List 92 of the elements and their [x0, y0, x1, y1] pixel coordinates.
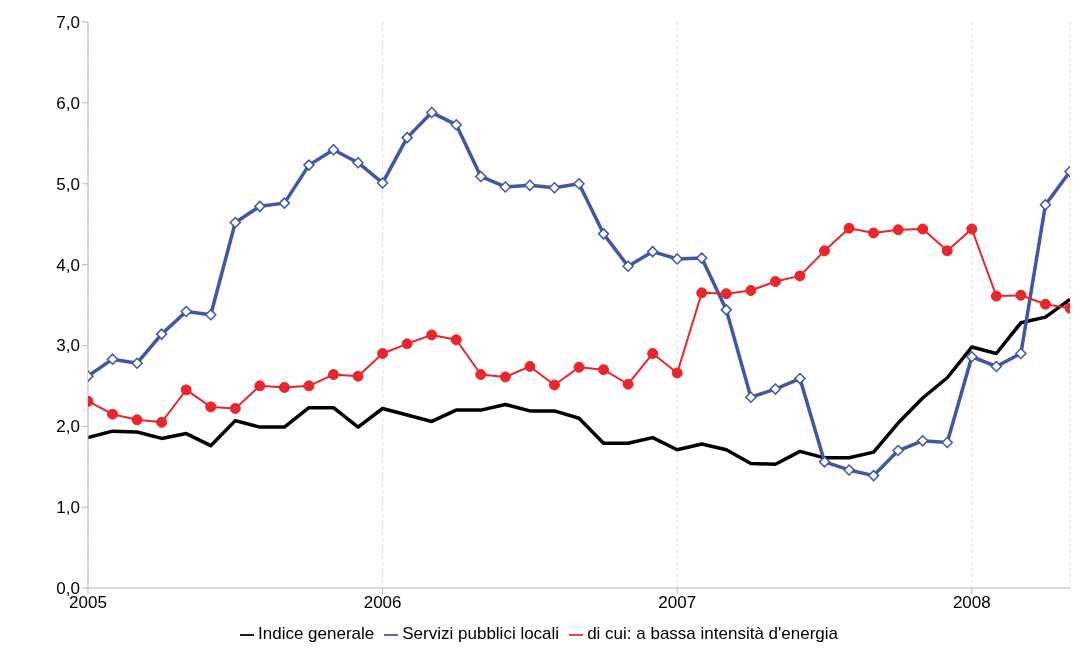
point	[892, 224, 904, 236]
point	[205, 401, 217, 413]
point	[843, 464, 855, 476]
point	[1015, 347, 1027, 360]
point	[646, 245, 659, 258]
point	[352, 156, 364, 169]
point	[180, 305, 192, 318]
point	[990, 290, 1002, 302]
point	[598, 364, 610, 376]
point	[1039, 298, 1051, 310]
point	[794, 270, 806, 282]
point	[401, 131, 413, 144]
point	[990, 360, 1003, 373]
y-tick-label: 4,0	[56, 255, 80, 275]
point	[328, 369, 339, 381]
point	[868, 227, 880, 239]
y-tick-label: 2,0	[56, 417, 80, 437]
point	[450, 118, 462, 131]
point	[131, 414, 143, 426]
point	[524, 179, 536, 192]
point	[107, 408, 119, 420]
point	[376, 177, 389, 189]
point	[1039, 198, 1052, 211]
x-tick-label: 2008	[952, 593, 991, 613]
point	[303, 380, 315, 392]
point	[843, 222, 855, 234]
point	[573, 361, 585, 373]
point	[425, 106, 438, 119]
point	[229, 403, 241, 414]
point	[377, 348, 389, 360]
x-tick-label: 2006	[363, 593, 402, 613]
point	[327, 144, 340, 156]
point	[155, 328, 168, 340]
point	[794, 372, 806, 385]
point	[671, 367, 683, 379]
point	[499, 371, 511, 383]
point	[229, 216, 242, 229]
legend-label: Indice generale	[258, 624, 375, 643]
point	[303, 159, 315, 171]
point	[278, 381, 290, 393]
point	[696, 252, 708, 264]
point	[524, 360, 536, 372]
point	[819, 245, 830, 257]
point	[769, 383, 782, 395]
point	[278, 197, 291, 209]
point	[916, 435, 929, 447]
line-series	[88, 297, 1070, 467]
point	[352, 370, 364, 382]
y-tick-label: 3,0	[56, 336, 80, 356]
point	[867, 469, 880, 482]
point	[106, 353, 119, 365]
y-tick-label: 7,0	[56, 13, 80, 33]
point	[1015, 289, 1027, 301]
y-tick-label: 5,0	[56, 174, 80, 194]
point	[941, 436, 953, 449]
point	[769, 276, 781, 288]
x-tick-label: 2007	[658, 593, 697, 613]
point	[818, 456, 831, 468]
point	[745, 284, 757, 296]
point	[622, 260, 634, 272]
point	[671, 253, 683, 265]
point	[156, 416, 168, 428]
point	[966, 223, 978, 235]
point	[597, 228, 610, 240]
point	[254, 380, 266, 392]
point	[131, 357, 143, 369]
point	[426, 329, 438, 341]
point	[622, 378, 634, 390]
point	[941, 245, 953, 257]
point	[499, 181, 512, 193]
point	[475, 170, 487, 183]
point	[892, 444, 904, 457]
point	[475, 369, 487, 381]
point	[696, 287, 708, 299]
legend-label: Servizi pubblici locali	[402, 624, 560, 643]
legend-label: di cui: a bassa intensità d'energia	[587, 624, 838, 643]
point	[966, 351, 978, 363]
point	[720, 288, 732, 300]
point	[401, 338, 413, 350]
point	[548, 182, 561, 194]
point	[573, 177, 585, 190]
point	[647, 348, 659, 360]
point	[205, 308, 217, 321]
point	[254, 200, 266, 213]
point	[745, 391, 757, 403]
point	[917, 223, 929, 235]
y-tick-label: 6,0	[56, 93, 80, 113]
y-tick-label: 1,0	[56, 498, 80, 518]
point	[548, 379, 560, 391]
point	[450, 334, 462, 346]
point	[180, 384, 192, 396]
point	[720, 304, 733, 316]
